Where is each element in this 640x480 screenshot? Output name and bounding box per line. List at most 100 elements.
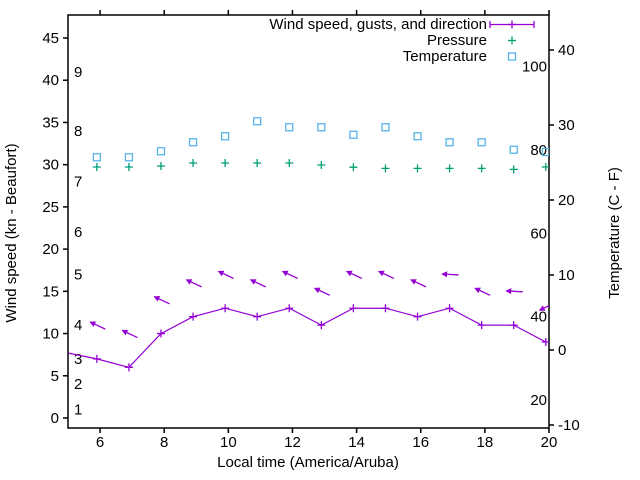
y-right-tick-label: 0 — [558, 342, 566, 359]
y-left-tick-label: 20 — [42, 241, 59, 258]
temperature-point — [188, 138, 198, 147]
gust-arrow-head — [441, 271, 448, 278]
gust-arrow-head — [121, 329, 129, 336]
gust-arrow-head — [345, 270, 353, 277]
y-left-tick-label: 0 — [51, 410, 59, 427]
beaufort-label: 9 — [74, 64, 82, 81]
gust-arrow-shaft — [254, 281, 266, 288]
temperature-point — [381, 123, 390, 132]
temperature-point — [285, 123, 294, 132]
gust-direction-arrow — [505, 288, 523, 295]
wind-speed-point — [349, 304, 358, 313]
wind-speed-point — [124, 363, 133, 372]
wind-speed-point — [253, 312, 262, 321]
gust-direction-arrow — [281, 270, 299, 280]
beaufort-label: 6 — [74, 224, 82, 241]
gust-direction-arrow — [121, 329, 138, 339]
fahrenheit-label: 20 — [530, 392, 547, 409]
beaufort-label: 7 — [74, 174, 82, 191]
gust-direction-arrow — [538, 304, 549, 311]
temperature-point — [349, 130, 358, 139]
x-tick-label: 6 — [96, 434, 104, 451]
wind-speed-point — [381, 304, 390, 313]
gust-direction-arrow — [474, 287, 491, 296]
x-tick-label: 20 — [541, 434, 558, 451]
y-left-tick-label: 40 — [42, 72, 59, 89]
wind-speed-point — [445, 304, 454, 313]
y-left-tick-label: 10 — [42, 326, 59, 343]
pressure-point — [317, 161, 326, 170]
gust-arrow-shaft — [543, 304, 549, 309]
gust-arrow-head — [217, 270, 225, 277]
legend-sample-temperature-icon — [507, 52, 517, 61]
legend-label-wind: Wind speed, gusts, and direction — [269, 16, 487, 33]
x-tick-label: 8 — [160, 434, 168, 451]
wind-speed-point — [189, 312, 198, 321]
legend-label-temperature: Temperature — [403, 48, 487, 65]
gust-arrow-head — [185, 279, 193, 285]
y-left-tick-label: 30 — [42, 157, 59, 174]
x-tick-label: 10 — [220, 434, 237, 451]
gust-arrow-head — [474, 287, 481, 294]
pressure-point — [477, 164, 486, 173]
pressure-point — [509, 165, 518, 174]
y-left-tick-label: 15 — [42, 283, 59, 300]
temperature-point — [477, 138, 486, 147]
pressure-point — [189, 158, 198, 167]
legend: Wind speed, gusts, and direction Pressur… — [269, 16, 535, 65]
beaufort-label: 2 — [74, 376, 82, 393]
temperature-point — [253, 117, 262, 126]
gust-arrow-shaft — [286, 272, 299, 280]
gust-arrow-head — [313, 287, 321, 294]
gust-arrow-shaft — [479, 289, 491, 296]
beaufort-label: 8 — [74, 123, 82, 140]
wind-speed-point — [317, 321, 326, 330]
temperature-point — [156, 147, 166, 156]
pressure-point — [221, 158, 230, 167]
pressure-point — [413, 164, 422, 173]
wind-speed-point — [413, 312, 422, 321]
temperature-point — [220, 132, 230, 141]
pressure-point — [124, 163, 133, 172]
temperature-point — [541, 147, 549, 157]
gust-arrow-head — [505, 288, 512, 295]
series-layer — [68, 117, 549, 372]
y-left-tick-label: 5 — [51, 368, 59, 385]
wind-speed-point — [156, 329, 165, 338]
wind-speed-point — [541, 338, 549, 346]
wind-speed-line — [68, 307, 547, 369]
gust-direction-arrow — [377, 270, 395, 280]
gust-arrow-shaft — [447, 273, 459, 276]
pressure-point — [156, 162, 165, 171]
x-axis-title: Local time (America/Aruba) — [217, 454, 399, 471]
gust-direction-arrow — [441, 271, 459, 278]
pressure-point — [92, 163, 101, 172]
pressure-point — [541, 163, 549, 172]
gust-arrow-shaft — [351, 272, 363, 280]
gust-arrow-head — [410, 279, 417, 285]
beaufort-label: 5 — [74, 266, 82, 283]
gust-arrow-shaft — [158, 298, 170, 305]
legend-sample-wind-icon — [489, 20, 535, 29]
left-axis-title: Wind speed (kn - Beaufort) — [3, 143, 20, 322]
temperature-point — [445, 138, 454, 147]
temperature-point — [413, 132, 422, 141]
gust-arrow-head — [281, 270, 289, 277]
pressure-point — [253, 158, 262, 167]
y-right-tick-label: 20 — [558, 192, 575, 209]
y-right-tick-label: 40 — [558, 42, 575, 59]
y-right-tick-label: 30 — [558, 117, 575, 134]
wind-speed-point — [221, 304, 230, 313]
temperature-point — [92, 153, 102, 162]
pressure-point — [381, 164, 390, 173]
gust-arrow-head — [89, 321, 97, 327]
y-right-tick-label: -10 — [558, 417, 580, 434]
gust-arrow-shaft — [94, 323, 106, 330]
beaufort-label: 1 — [74, 402, 82, 419]
pressure-point — [349, 163, 358, 172]
y-left-tick-label: 35 — [42, 114, 59, 131]
temperature-point — [124, 153, 134, 162]
gust-arrow-head — [249, 279, 257, 285]
wind-speed-point — [285, 304, 294, 313]
